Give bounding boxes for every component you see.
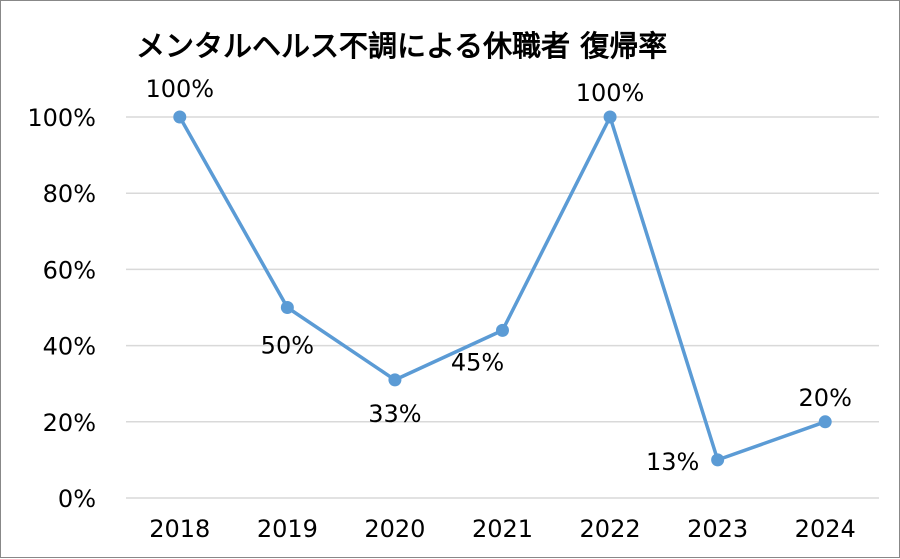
data-label: 33%	[368, 400, 421, 428]
series-line	[178, 115, 826, 462]
data-label: 50%	[261, 332, 314, 360]
x-tick-label: 2019	[257, 515, 318, 543]
x-tick-label: 2020	[364, 515, 425, 543]
y-tick-label: 80%	[43, 180, 96, 208]
data-label: 100%	[145, 75, 214, 103]
x-tick-label: 2018	[149, 515, 210, 543]
data-point	[496, 323, 509, 337]
x-tick-label: 2022	[580, 515, 641, 543]
data-point	[280, 301, 294, 314]
x-tick-label: 2021	[472, 515, 533, 543]
x-tick-label: 2024	[795, 515, 856, 543]
data-label: 13%	[646, 448, 699, 476]
data-label: 20%	[799, 384, 852, 412]
data-label: 45%	[451, 348, 504, 376]
data-point	[603, 110, 617, 124]
data-point	[388, 373, 402, 387]
y-tick-label: 100%	[27, 104, 96, 132]
data-point	[818, 415, 832, 429]
data-label: 100%	[576, 79, 645, 107]
y-tick-label: 20%	[43, 409, 96, 437]
chart-title: メンタルヘルス不調による休職者 復帰率	[136, 29, 668, 63]
data-point	[711, 453, 725, 467]
y-tick-label: 0%	[58, 485, 96, 513]
y-tick-label: 60%	[43, 256, 96, 284]
y-tick-label: 40%	[43, 333, 96, 361]
data-point	[173, 110, 187, 124]
x-tick-label: 2023	[687, 515, 748, 543]
